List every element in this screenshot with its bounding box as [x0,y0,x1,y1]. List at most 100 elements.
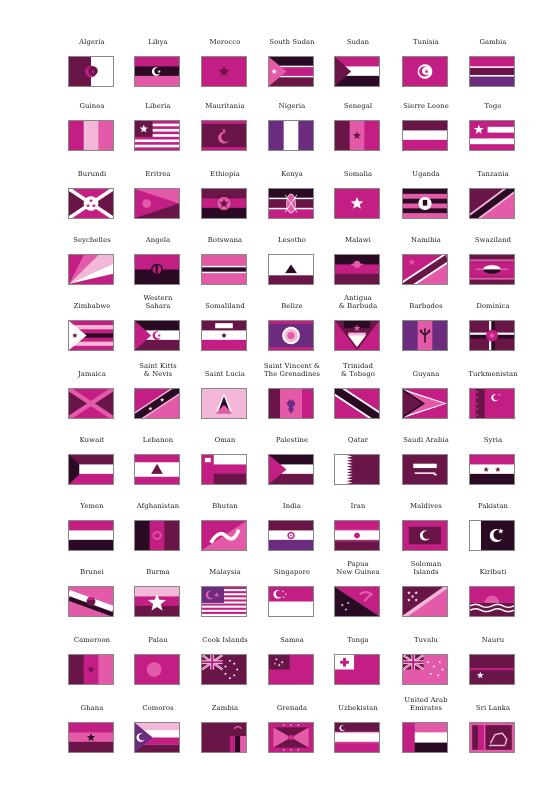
flag-cell: Ghana [58,700,126,762]
burma-flag [134,586,180,617]
country-name: Namibia [411,236,441,244]
saint-kitts-flag [134,388,180,419]
country-name: Oman [214,436,236,444]
flag-cell: Guinea [58,98,126,160]
afghanistan-flag [134,520,180,551]
ethiopia-flag [201,188,247,219]
lesotho-flag [268,254,314,285]
country-name: Qatar [347,436,369,444]
country-name: Saint Vincent & The Grenadines [263,362,321,378]
palestine-flag [268,454,314,485]
flag-cell: Libya [124,34,192,96]
flag-cell: United Arab Emirates [392,696,460,762]
flag-cell: Angola [124,232,192,294]
kiribati-flag [469,586,515,617]
country-name: Gambia [479,38,507,46]
flag-cell: Tuvalu [392,632,460,694]
flag-cell: Yemen [58,498,126,560]
country-name: Eritrea [145,170,171,178]
country-name: Dominica [476,302,510,310]
burundi-flag [68,188,114,219]
flag-cell: Sierre Leone [392,98,460,160]
flag-cell: Saint Kitts & Nevis [124,362,192,428]
brunei-flag [68,586,114,617]
malaysia-flag [201,586,247,617]
flag-cell: Saudi Arabia [392,432,460,494]
country-name: Yemen [80,502,104,510]
flag-cell: Western Sahara [124,294,192,360]
country-name: Saint Lucia [204,370,246,378]
country-name: Burundi [77,170,107,178]
country-name: United Arab Emirates [404,696,448,712]
flag-cell: Soloman Islands [392,560,460,626]
flag-cell: Burma [124,564,192,626]
country-name: India [282,502,302,510]
flag-cell: Kuwait [58,432,126,494]
flag-cell: Somalia [324,166,392,228]
flag-cell: Uganda [392,166,460,228]
country-name: Uzbekistan [338,704,378,712]
flag-cell: South Sudan [258,34,326,96]
country-name: Swaziland [474,236,512,244]
country-name: Morocco [209,38,241,46]
western-sahara-flag [134,320,180,351]
cook-islands-flag [201,654,247,685]
flag-cell: Guyana [392,366,460,428]
flag-cell: Morocco [191,34,259,96]
country-name: Trinidad & Tobago [341,362,375,378]
nauru-flag [469,654,515,685]
country-name: Senegal [343,102,373,110]
flag-cell: Dominica [459,298,527,360]
country-name: Uganda [412,170,440,178]
country-name: Somalia [343,170,373,178]
flag-cell: Cook Islands [191,632,259,694]
flag-cell: Syria [459,432,527,494]
zimbabwe-flag [68,320,114,351]
country-name: Lesotho [277,236,307,244]
somaliland-flag [201,320,247,351]
country-name: Belize [281,302,303,310]
sierra-leone-flag [402,120,448,151]
mauritania-flag [201,120,247,151]
kuwait-flag [68,454,114,485]
togo-flag [469,120,515,151]
flag-cell: Zimbabwe [58,298,126,360]
zambia-flag [201,722,247,753]
cameroon-flag [68,654,114,685]
flag-cell: Seychelles [58,232,126,294]
nigeria-flag [268,120,314,151]
country-name: Kuwait [79,436,105,444]
uzbekistan-flag [334,722,380,753]
grenada-flag [268,722,314,753]
country-name: Brunei [80,568,104,576]
country-name: South Sudan [269,38,315,46]
country-name: Syria [483,436,503,444]
flag-cell: Bhutan [191,498,259,560]
flag-cell: Togo [459,98,527,160]
flag-cell: Samoa [258,632,326,694]
country-name: Grenada [276,704,308,712]
swaziland-flag [469,254,515,285]
senegal-flag [334,120,380,151]
flag-cell: Pakistan [459,498,527,560]
flag-cell: Papua New Guinea [324,560,392,626]
tanzania-flag [469,188,515,219]
dominica-flag [469,320,515,351]
flag-cell: Malaysia [191,564,259,626]
flag-cell: Sudan [324,34,392,96]
country-name: Guinea [79,102,105,110]
country-name: Burma [146,568,170,576]
flag-cell: Botswana [191,232,259,294]
country-name: Malawi [345,236,371,244]
flag-cell: Oman [191,432,259,494]
country-name: Nauru [481,636,505,644]
country-name: Cook Islands [202,636,248,644]
flag-cell: Lebanon [124,432,192,494]
samoa-flag [268,654,314,685]
country-name: Cameroon [73,636,111,644]
country-name: Turkmenistan [468,370,518,378]
country-name: Zimbabwe [73,302,111,310]
syria-flag [469,454,515,485]
country-name: Kiribati [479,568,507,576]
